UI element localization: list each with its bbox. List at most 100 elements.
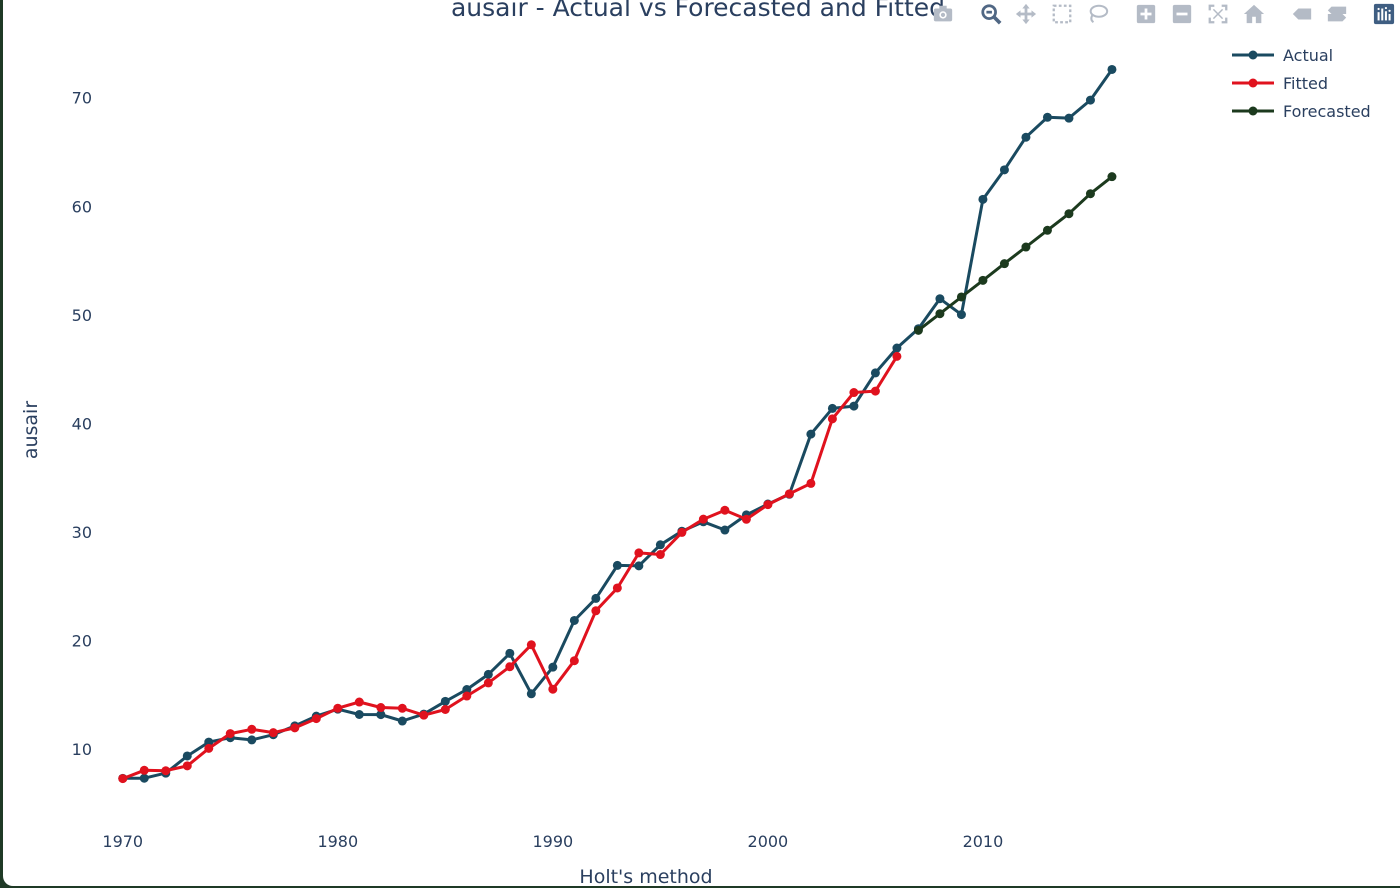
data-point-fitted[interactable]: [139, 765, 149, 775]
data-point-actual[interactable]: [956, 310, 966, 320]
data-point-fitted[interactable]: [161, 766, 171, 776]
data-point-fitted[interactable]: [225, 729, 235, 739]
data-point-fitted[interactable]: [784, 489, 794, 499]
box-select-icon[interactable]: [1050, 2, 1074, 26]
data-point-forecasted[interactable]: [1042, 225, 1052, 235]
data-point-forecasted[interactable]: [999, 259, 1009, 269]
data-point-forecasted[interactable]: [913, 325, 923, 335]
data-point-forecasted[interactable]: [1085, 189, 1095, 199]
data-point-actual[interactable]: [182, 751, 192, 761]
data-point-fitted[interactable]: [419, 710, 429, 720]
data-point-actual[interactable]: [935, 294, 945, 304]
data-point-actual[interactable]: [870, 368, 880, 378]
data-point-actual[interactable]: [204, 737, 214, 747]
y-tick-label: 10: [72, 740, 92, 759]
data-point-actual[interactable]: [139, 773, 149, 783]
data-point-fitted[interactable]: [591, 606, 601, 616]
data-point-forecasted[interactable]: [935, 309, 945, 319]
data-point-fitted[interactable]: [612, 583, 622, 593]
data-point-actual[interactable]: [247, 735, 257, 745]
data-point-fitted[interactable]: [483, 678, 493, 688]
data-point-actual[interactable]: [376, 710, 386, 720]
data-point-fitted[interactable]: [397, 703, 407, 713]
data-point-actual[interactable]: [569, 615, 579, 625]
data-point-actual[interactable]: [397, 716, 407, 726]
data-point-actual[interactable]: [1107, 64, 1117, 74]
data-point-actual[interactable]: [806, 429, 816, 439]
data-point-fitted[interactable]: [634, 548, 644, 558]
data-point-fitted[interactable]: [290, 723, 300, 733]
data-point-fitted[interactable]: [827, 414, 837, 424]
legend-item-actual[interactable]: Actual: [1232, 46, 1333, 65]
data-point-actual[interactable]: [1085, 95, 1095, 105]
pan-icon[interactable]: [1014, 2, 1038, 26]
data-point-actual[interactable]: [655, 540, 665, 550]
data-point-actual[interactable]: [978, 194, 988, 204]
data-point-actual[interactable]: [1042, 112, 1052, 122]
data-point-fitted[interactable]: [462, 691, 472, 701]
lasso-select-icon[interactable]: [1086, 2, 1110, 26]
data-point-actual[interactable]: [354, 709, 364, 719]
data-point-fitted[interactable]: [376, 703, 386, 713]
data-point-actual[interactable]: [591, 593, 601, 603]
data-point-fitted[interactable]: [333, 703, 343, 713]
data-point-fitted[interactable]: [440, 705, 450, 715]
data-point-fitted[interactable]: [268, 728, 278, 738]
y-tick-label: 60: [72, 197, 92, 216]
data-point-fitted[interactable]: [354, 697, 364, 707]
data-point-fitted[interactable]: [806, 478, 816, 488]
data-point-fitted[interactable]: [849, 388, 859, 398]
data-point-actual[interactable]: [999, 165, 1009, 175]
data-point-actual[interactable]: [1064, 113, 1074, 123]
data-point-fitted[interactable]: [548, 684, 558, 694]
data-point-fitted[interactable]: [870, 386, 880, 396]
data-point-actual[interactable]: [483, 669, 493, 679]
spike-lines-icon[interactable]: [1290, 2, 1314, 26]
data-point-forecasted[interactable]: [1064, 209, 1074, 219]
data-point-actual[interactable]: [612, 560, 622, 570]
reset-axes-icon[interactable]: [1242, 2, 1266, 26]
data-point-actual[interactable]: [892, 343, 902, 353]
camera-icon[interactable]: [931, 2, 955, 26]
series-line-forecasted: [917, 175, 1113, 332]
data-point-forecasted[interactable]: [1107, 172, 1117, 182]
data-point-actual[interactable]: [1021, 132, 1031, 142]
data-point-fitted[interactable]: [892, 351, 902, 361]
data-point-fitted[interactable]: [741, 514, 751, 524]
data-point-fitted[interactable]: [763, 500, 773, 510]
data-point-forecasted[interactable]: [978, 275, 988, 285]
data-point-actual[interactable]: [505, 648, 515, 658]
data-point-actual[interactable]: [440, 696, 450, 706]
autoscale-icon[interactable]: [1206, 2, 1230, 26]
data-point-actual[interactable]: [548, 662, 558, 672]
legend-item-fitted[interactable]: Fitted: [1232, 74, 1328, 93]
data-point-actual[interactable]: [462, 685, 472, 695]
data-point-fitted[interactable]: [204, 743, 214, 753]
data-point-fitted[interactable]: [698, 514, 708, 524]
data-point-fitted[interactable]: [526, 640, 536, 650]
zoom-in-icon[interactable]: [1134, 2, 1158, 26]
data-point-fitted[interactable]: [182, 761, 192, 771]
data-point-fitted[interactable]: [311, 714, 321, 724]
data-point-fitted[interactable]: [677, 527, 687, 537]
data-point-fitted[interactable]: [720, 505, 730, 515]
data-point-fitted[interactable]: [655, 550, 665, 560]
data-point-actual[interactable]: [827, 403, 837, 413]
data-point-actual[interactable]: [720, 525, 730, 535]
data-point-fitted[interactable]: [118, 774, 128, 784]
legend-item-forecasted[interactable]: Forecasted: [1232, 102, 1371, 121]
data-point-actual[interactable]: [526, 689, 536, 699]
plotly-logo-icon[interactable]: [1372, 2, 1396, 26]
zoom-icon[interactable]: [979, 2, 1003, 26]
data-point-fitted[interactable]: [247, 724, 257, 734]
data-point-fitted[interactable]: [505, 662, 515, 672]
data-point-actual[interactable]: [849, 401, 859, 411]
compare-hover-icon[interactable]: [1325, 2, 1349, 26]
zoom-out-icon[interactable]: [1170, 2, 1194, 26]
data-point-forecasted[interactable]: [1021, 242, 1031, 252]
data-point-fitted[interactable]: [569, 656, 579, 666]
x-tick-label: 2000: [748, 832, 789, 851]
data-point-forecasted[interactable]: [956, 292, 966, 302]
data-point-actual[interactable]: [634, 561, 644, 571]
